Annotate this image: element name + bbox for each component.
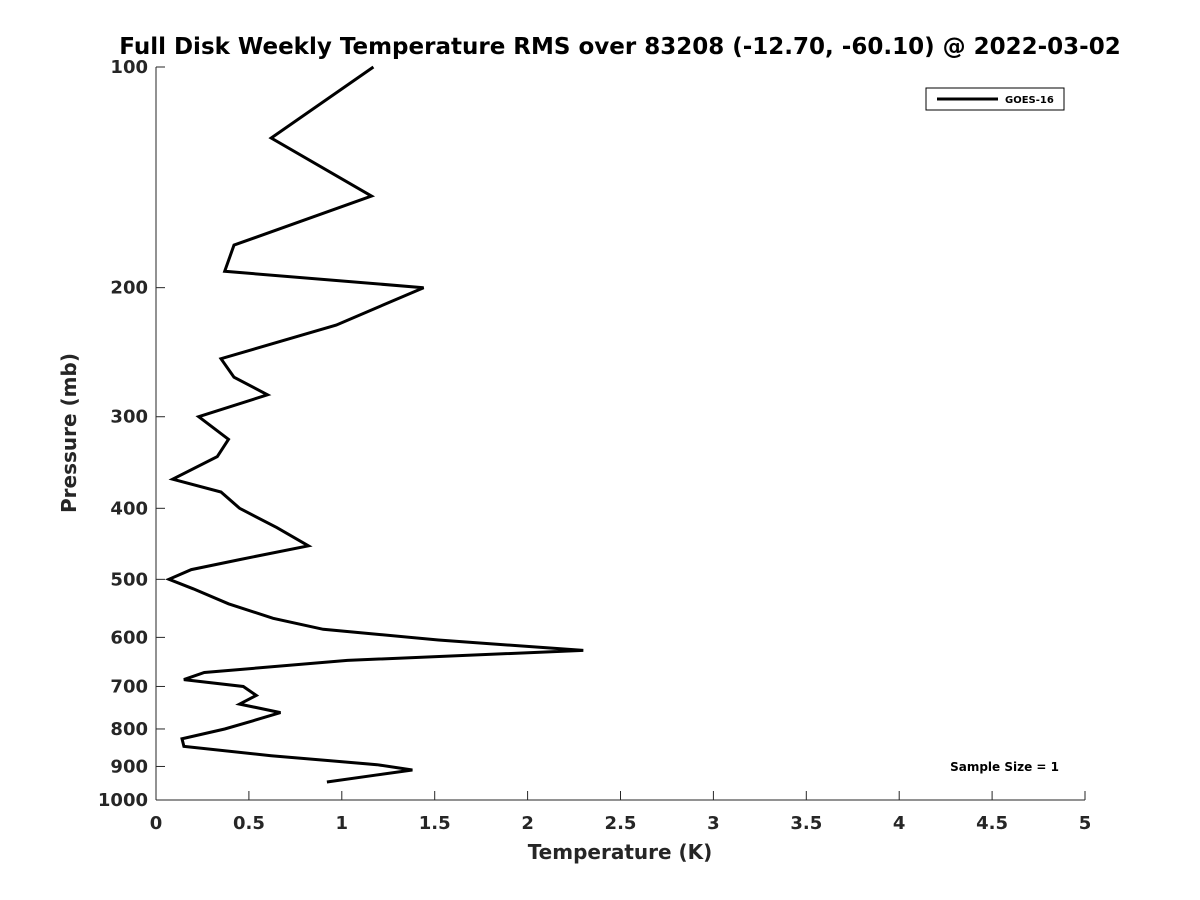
- x-tick-label: 5: [1079, 813, 1092, 834]
- x-tick-label: 3: [707, 813, 720, 834]
- x-tick-label: 3.5: [790, 813, 822, 834]
- x-tick-label: 4: [893, 813, 906, 834]
- x-tick-label: 0.5: [233, 813, 265, 834]
- x-tick-label: 1.5: [419, 813, 451, 834]
- y-tick-label: 900: [110, 756, 148, 777]
- legend-label-goes-16: GOES-16: [1005, 95, 1054, 106]
- x-tick-label: 2: [521, 813, 534, 834]
- y-tick-label: 500: [110, 569, 148, 590]
- x-tick-label: 1: [336, 813, 349, 834]
- legend: GOES-16: [925, 87, 1065, 111]
- x-tick-label: 4.5: [976, 813, 1008, 834]
- y-tick-label: 600: [110, 627, 148, 648]
- x-tick-label: 2.5: [605, 813, 637, 834]
- x-axis-ticks: 0 0.5 1 1.5 2 2.5 3 3.5 4 4.5 5: [150, 791, 1092, 834]
- y-tick-label: 700: [110, 676, 148, 697]
- y-tick-label: 100: [110, 57, 148, 78]
- y-tick-label: 200: [110, 278, 148, 299]
- y-tick-label: 400: [110, 498, 148, 519]
- series-layer: [165, 65, 584, 784]
- sample-size-annotation: Sample Size = 1: [950, 760, 1059, 774]
- x-axis-label: Temperature (K): [528, 840, 713, 864]
- y-axis-label: Pressure (mb): [57, 353, 81, 513]
- y-tick-label: 300: [110, 407, 148, 428]
- chart-title: Full Disk Weekly Temperature RMS over 83…: [119, 34, 1121, 60]
- series-line-goes-16: [165, 65, 584, 784]
- x-tick-label: 0: [150, 813, 163, 834]
- y-axis-ticks: 100 200 300 400 500 600 700 800 900 1000: [98, 57, 165, 811]
- plot-area: [156, 67, 1085, 800]
- y-tick-label: 1000: [98, 790, 148, 811]
- y-tick-label: 800: [110, 719, 148, 740]
